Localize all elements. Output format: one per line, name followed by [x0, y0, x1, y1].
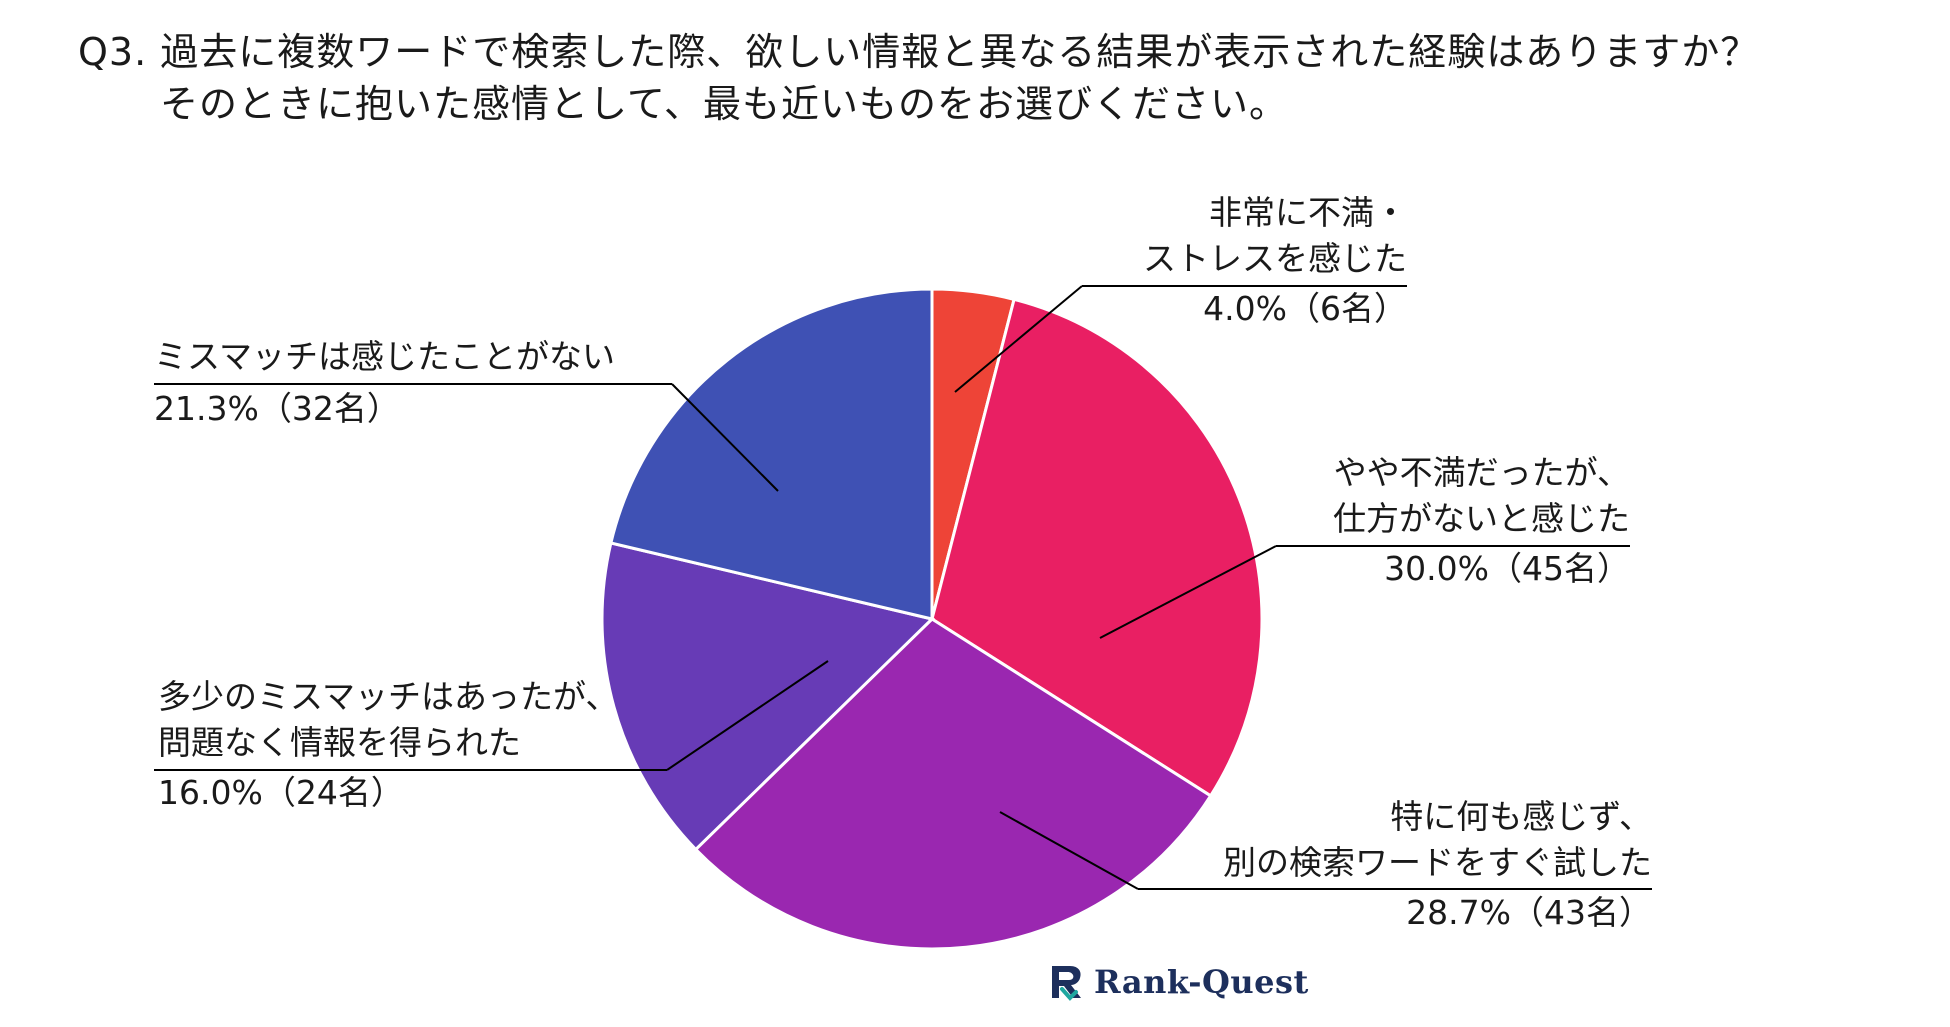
callout-s1-line1: やや不満だったが、: [1333, 453, 1630, 492]
question-line-2: そのときに抱いた感情として、最も近いものをお選びください。: [160, 82, 1288, 126]
leader-line-s2: [999, 811, 1139, 890]
logo-text: Rank-Quest: [1094, 963, 1309, 1001]
leader-line-s4: [671, 383, 779, 492]
callout-s4: ミスマッチは感じたことがない 21.3%（32名）: [154, 334, 615, 432]
question-line-1: Q3. 過去に複数ワードで検索した際、欲しい情報と異なる結果が表示された経験はあ…: [78, 30, 1760, 74]
rank-quest-logo-icon: [1052, 966, 1081, 1001]
callout-s2-value: 28.7%（43名）: [1406, 893, 1652, 932]
leader-lines: [154, 285, 1652, 890]
callout-s4-value: 21.3%（32名）: [154, 389, 400, 428]
callout-s0-line1: 非常に不満・: [1209, 193, 1407, 232]
callout-s2: 特に何も感じず、 別の検索ワードをすぐ試した 28.7%（43名）: [1160, 794, 1652, 936]
leader-line-s3: [666, 660, 829, 771]
pie-slice-4: [609, 287, 934, 621]
callout-s0-value: 4.0%（6名）: [1203, 289, 1407, 328]
callout-s2-line1: 特に何も感じず、: [1390, 797, 1652, 836]
callout-s3-line2: 問題なく情報を得られた: [158, 723, 521, 762]
pie-slice-1: [930, 297, 1264, 798]
callout-s2-line2: 別の検索ワードをすぐ試した: [1223, 843, 1652, 882]
callout-s3-value: 16.0%（24名）: [158, 773, 404, 812]
callout-s1: やや不満だったが、 仕方がないと感じた 30.0%（45名）: [1260, 450, 1630, 592]
callout-s0: 非常に不満・ ストレスを感じた 4.0%（6名）: [1100, 190, 1407, 332]
callout-s4-line1: ミスマッチは感じたことがない: [154, 337, 616, 376]
pie-slices: [600, 287, 1264, 951]
leader-line-s1: [1099, 545, 1277, 639]
pie-slice-2: [693, 617, 1213, 951]
callout-s3: 多少のミスマッチはあったが、 問題なく情報を得られた 16.0%（24名）: [158, 674, 618, 816]
leader-line-s0: [954, 285, 1083, 393]
callout-s0-line2: ストレスを感じた: [1143, 239, 1407, 278]
pie-slice-3: [600, 541, 936, 852]
callout-s1-value: 30.0%（45名）: [1384, 549, 1630, 588]
callout-s3-line1: 多少のミスマッチはあったが、: [158, 677, 619, 716]
question-title: Q3. 過去に複数ワードで検索した際、欲しい情報と異なる結果が表示された経験はあ…: [78, 26, 1759, 130]
callout-s1-line2: 仕方がないと感じた: [1333, 499, 1630, 538]
rank-quest-logo: Rank-Quest: [1046, 962, 1309, 1002]
